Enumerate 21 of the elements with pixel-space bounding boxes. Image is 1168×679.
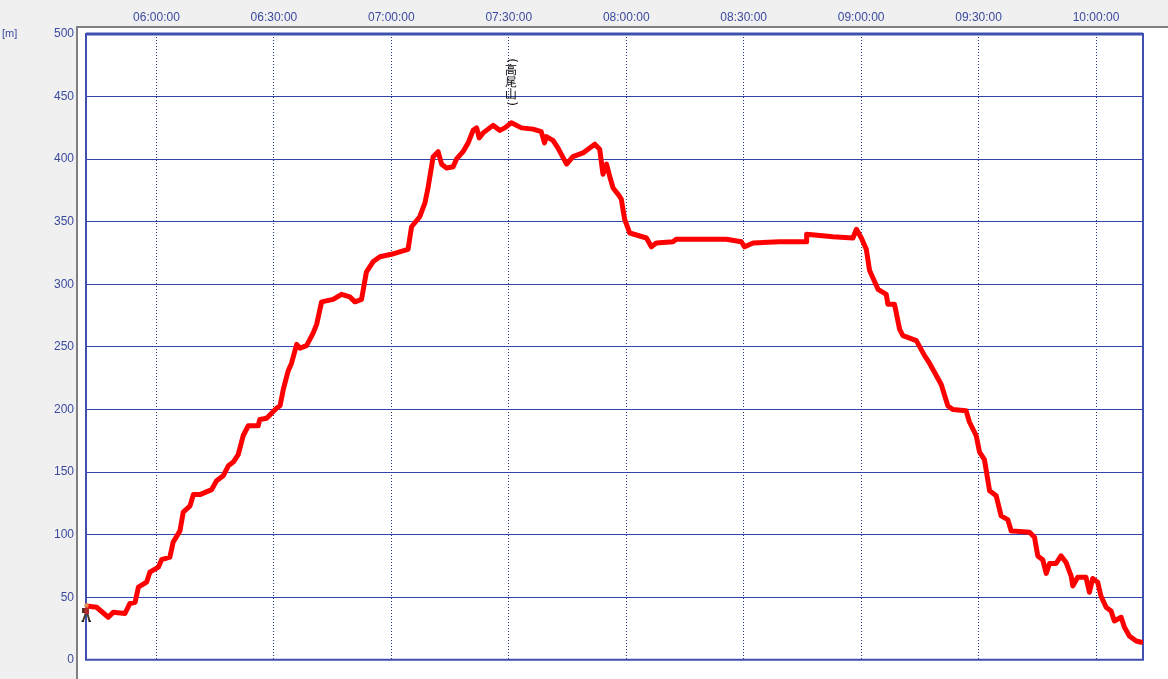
y-tick-label: 200 <box>53 401 75 416</box>
y-tick-label: 450 <box>53 88 75 103</box>
y-tick-label: 0 <box>67 652 75 667</box>
y-tick-label: 500 <box>53 26 75 41</box>
y-tick-label: 350 <box>53 214 75 229</box>
y-tick-label: 250 <box>53 339 75 354</box>
x-tick-label: 09:00:00 <box>837 10 885 25</box>
x-tick-label: 08:30:00 <box>720 10 768 25</box>
x-tick-label: 08:00:00 <box>602 10 650 25</box>
x-tick-label: 09:30:00 <box>955 10 1003 25</box>
y-tick-label: 150 <box>53 464 75 479</box>
x-tick-label: 10:00:00 <box>1072 10 1120 25</box>
x-tick-label: 06:30:00 <box>250 10 298 25</box>
y-tick-label: 300 <box>53 276 75 291</box>
y-tick-label: 50 <box>60 589 75 604</box>
y-tick-label: 400 <box>53 151 75 166</box>
x-tick-label: 06:00:00 <box>133 10 181 25</box>
x-tick-label: 07:00:00 <box>368 10 416 25</box>
x-tick-label: 07:30:00 <box>485 10 533 25</box>
y-axis-title: [m] <box>2 27 18 40</box>
y-tick-label: 100 <box>53 526 75 541</box>
